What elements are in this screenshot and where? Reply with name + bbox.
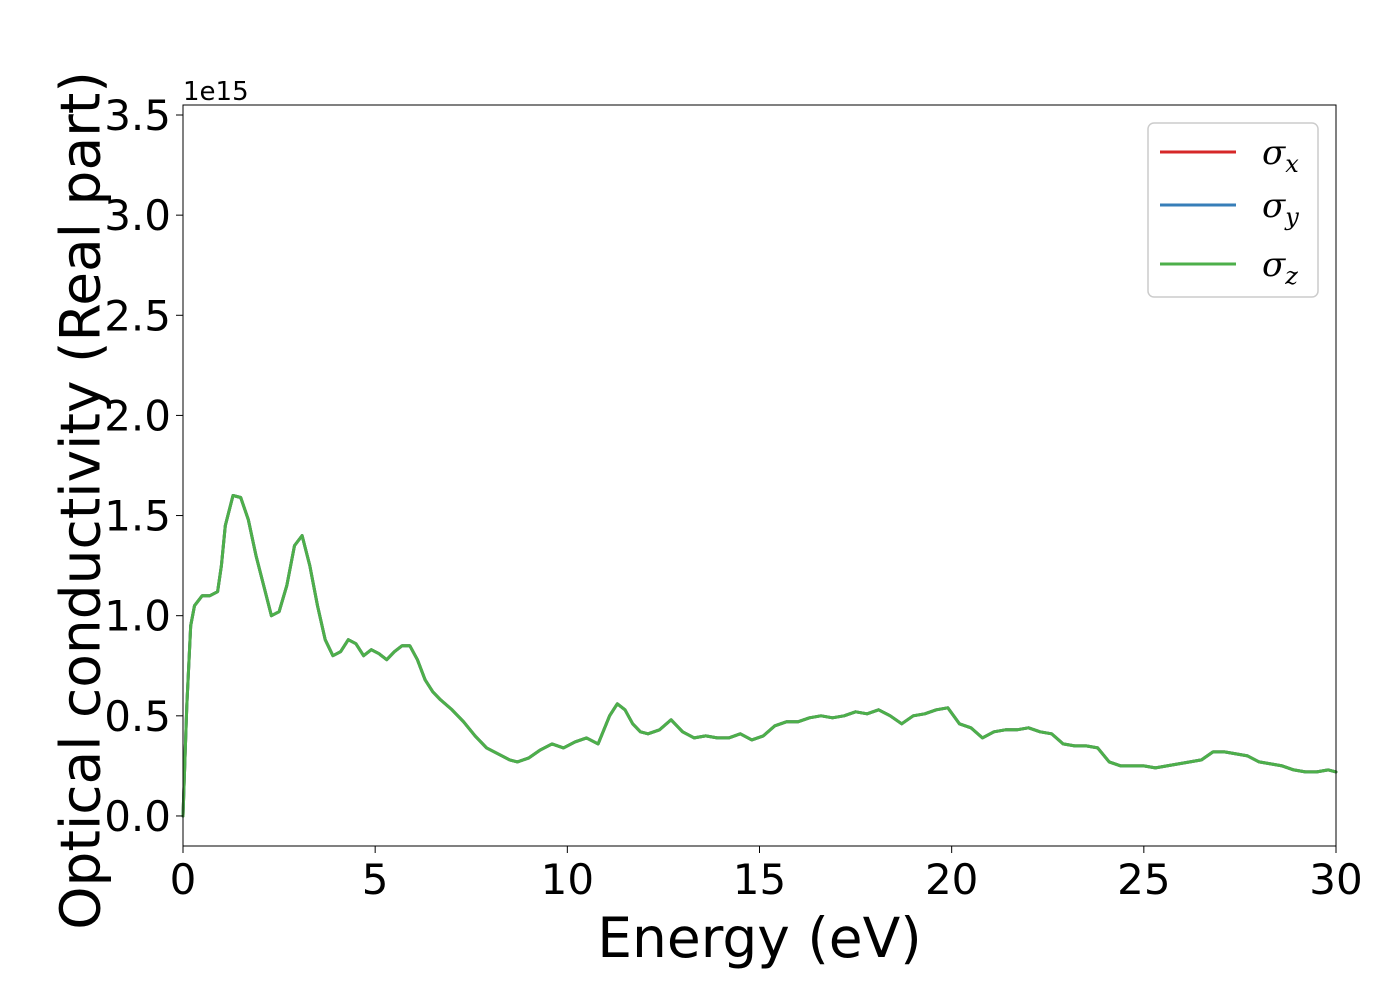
x-tick-label: 10 [541, 855, 594, 904]
x-axis-label: Energy (eV) [597, 906, 921, 970]
x-tick-label: 0 [170, 855, 197, 904]
y-axis-label: Optical conductivity (Real part) [48, 71, 112, 930]
series-line-z [181, 494, 1338, 818]
x-tick-label: 20 [925, 855, 978, 904]
y-tick-label: 0.5 [104, 692, 171, 741]
y-tick-label: 2.0 [104, 391, 171, 440]
x-tick-label: 30 [1309, 855, 1362, 904]
legend-label: σy [1262, 186, 1299, 231]
y-tick-label: 1.5 [104, 492, 171, 541]
y-tick-label: 0.0 [104, 792, 171, 841]
y-tick-label: 3.5 [104, 91, 171, 140]
x-tick-label: 5 [362, 855, 389, 904]
y-tick-label: 1.0 [104, 592, 171, 641]
y-axis-ticks: 0.0 0.5 1.0 1.5 2.0 2.5 3.0 3.5 [104, 91, 183, 841]
legend-label: σx [1262, 133, 1299, 178]
y-tick-label: 3.0 [104, 191, 171, 240]
legend-box [1147, 122, 1319, 298]
x-tick-label: 15 [733, 855, 786, 904]
series-lines [181, 494, 1338, 818]
legend-label: σz [1262, 245, 1298, 290]
y-tick-label: 2.5 [104, 291, 171, 340]
x-axis-ticks: 0 5 10 15 20 25 30 [170, 846, 1363, 904]
legend: σx σy σz [1147, 122, 1319, 298]
x-tick-label: 25 [1117, 855, 1170, 904]
y-axis-offset-label: 1e15 [183, 77, 249, 107]
